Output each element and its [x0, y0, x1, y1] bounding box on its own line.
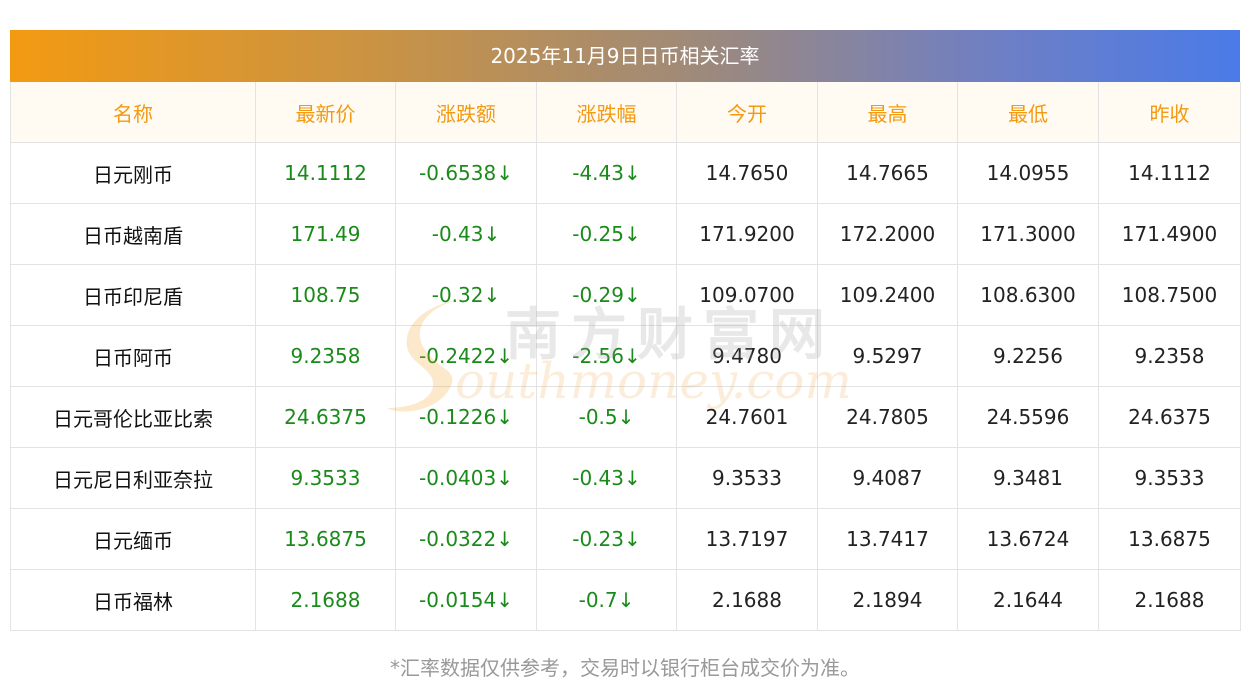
- cell-change-pct: -0.23↓: [536, 508, 677, 570]
- col-header-high: 最高: [817, 82, 958, 143]
- cell-low: 171.3000: [957, 203, 1099, 265]
- cell-name: 日元尼日利亚奈拉: [10, 447, 256, 509]
- cell-change: -0.0154↓: [395, 569, 537, 631]
- cell-prev-close: 9.2358: [1098, 325, 1241, 387]
- cell-latest: 9.2358: [255, 325, 396, 387]
- cell-open: 171.9200: [676, 203, 818, 265]
- col-header-latest: 最新价: [255, 82, 396, 143]
- cell-latest: 108.75: [255, 264, 396, 326]
- cell-prev-close: 108.7500: [1098, 264, 1241, 326]
- cell-latest: 14.1112: [255, 142, 396, 204]
- cell-latest: 2.1688: [255, 569, 396, 631]
- cell-prev-close: 13.6875: [1098, 508, 1241, 570]
- cell-open: 2.1688: [676, 569, 818, 631]
- cell-latest: 13.6875: [255, 508, 396, 570]
- cell-name: 日元缅币: [10, 508, 256, 570]
- cell-low: 14.0955: [957, 142, 1099, 204]
- table-row: 日元刚币 14.1112 -0.6538↓ -4.43↓ 14.7650 14.7665 1…: [10, 142, 1241, 204]
- cell-latest: 171.49: [255, 203, 396, 265]
- cell-latest: 9.3533: [255, 447, 396, 509]
- cell-high: 109.2400: [817, 264, 958, 326]
- cell-high: 172.2000: [817, 203, 958, 265]
- cell-change-pct: -0.5↓: [536, 386, 677, 448]
- cell-name: 日币印尼盾: [10, 264, 256, 326]
- cell-prev-close: 14.1112: [1098, 142, 1241, 204]
- cell-open: 9.4780: [676, 325, 818, 387]
- cell-change: -0.43↓: [395, 203, 537, 265]
- cell-name: 日币阿币: [10, 325, 256, 387]
- cell-change: -0.0403↓: [395, 447, 537, 509]
- cell-low: 24.5596: [957, 386, 1099, 448]
- cell-change-pct: -4.43↓: [536, 142, 677, 204]
- col-header-low: 最低: [957, 82, 1099, 143]
- cell-high: 13.7417: [817, 508, 958, 570]
- table-row: 日币福林 2.1688 -0.0154↓ -0.7↓ 2.1688 2.1894 2.164…: [10, 569, 1241, 631]
- cell-high: 9.5297: [817, 325, 958, 387]
- col-header-open: 今开: [676, 82, 818, 143]
- table-row: 日币越南盾 171.49 -0.43↓ -0.25↓ 171.9200 172.2000 1…: [10, 203, 1241, 265]
- cell-prev-close: 9.3533: [1098, 447, 1241, 509]
- table-title: 2025年11月9日日币相关汇率: [10, 30, 1240, 82]
- cell-change: -0.6538↓: [395, 142, 537, 204]
- cell-change: -0.32↓: [395, 264, 537, 326]
- cell-name: 日币福林: [10, 569, 256, 631]
- col-header-prev-close: 昨收: [1098, 82, 1241, 143]
- table-row: 日币印尼盾 108.75 -0.32↓ -0.29↓ 109.0700 109.2400 1…: [10, 264, 1241, 326]
- cell-open: 14.7650: [676, 142, 818, 204]
- cell-prev-close: 24.6375: [1098, 386, 1241, 448]
- cell-change-pct: -0.25↓: [536, 203, 677, 265]
- cell-name: 日币越南盾: [10, 203, 256, 265]
- table-row: 日元哥伦比亚比索 24.6375 -0.1226↓ -0.5↓ 24.7601 24.78…: [10, 386, 1241, 448]
- cell-low: 108.6300: [957, 264, 1099, 326]
- cell-change-pct: -0.7↓: [536, 569, 677, 631]
- cell-low: 2.1644: [957, 569, 1099, 631]
- cell-name: 日元哥伦比亚比索: [10, 386, 256, 448]
- cell-low: 9.3481: [957, 447, 1099, 509]
- col-header-change-pct: 涨跌幅: [536, 82, 677, 143]
- cell-latest: 24.6375: [255, 386, 396, 448]
- col-header-name: 名称: [10, 82, 256, 143]
- header-row: 名称 最新价 涨跌额 涨跌幅 今开 最高 最低 昨收: [10, 82, 1241, 143]
- cell-open: 109.0700: [676, 264, 818, 326]
- cell-low: 13.6724: [957, 508, 1099, 570]
- cell-open: 9.3533: [676, 447, 818, 509]
- cell-change: -0.0322↓: [395, 508, 537, 570]
- cell-high: 24.7805: [817, 386, 958, 448]
- cell-high: 14.7665: [817, 142, 958, 204]
- rates-panel: 2025年11月9日日币相关汇率 名称 最新价 涨跌额 涨跌幅 今开 最高 最低…: [10, 30, 1241, 631]
- rates-table: 名称 最新价 涨跌额 涨跌幅 今开 最高 最低 昨收 日元刚币 14.1112 -0…: [10, 82, 1241, 631]
- disclaimer-note: *汇率数据仅供参考，交易时以银行柜台成交价为准。: [390, 656, 860, 680]
- col-header-change: 涨跌额: [395, 82, 537, 143]
- cell-prev-close: 171.4900: [1098, 203, 1241, 265]
- cell-change: -0.1226↓: [395, 386, 537, 448]
- cell-change-pct: -0.43↓: [536, 447, 677, 509]
- cell-open: 24.7601: [676, 386, 818, 448]
- table-row: 日元尼日利亚奈拉 9.3533 -0.0403↓ -0.43↓ 9.3533 9.4087…: [10, 447, 1241, 509]
- cell-low: 9.2256: [957, 325, 1099, 387]
- cell-change-pct: -2.56↓: [536, 325, 677, 387]
- cell-high: 9.4087: [817, 447, 958, 509]
- table-row: 日元缅币 13.6875 -0.0322↓ -0.23↓ 13.7197 13.7417 1…: [10, 508, 1241, 570]
- cell-open: 13.7197: [676, 508, 818, 570]
- table-row: 日币阿币 9.2358 -0.2422↓ -2.56↓ 9.4780 9.5297 9.22…: [10, 325, 1241, 387]
- cell-prev-close: 2.1688: [1098, 569, 1241, 631]
- cell-high: 2.1894: [817, 569, 958, 631]
- cell-change-pct: -0.29↓: [536, 264, 677, 326]
- cell-name: 日元刚币: [10, 142, 256, 204]
- cell-change: -0.2422↓: [395, 325, 537, 387]
